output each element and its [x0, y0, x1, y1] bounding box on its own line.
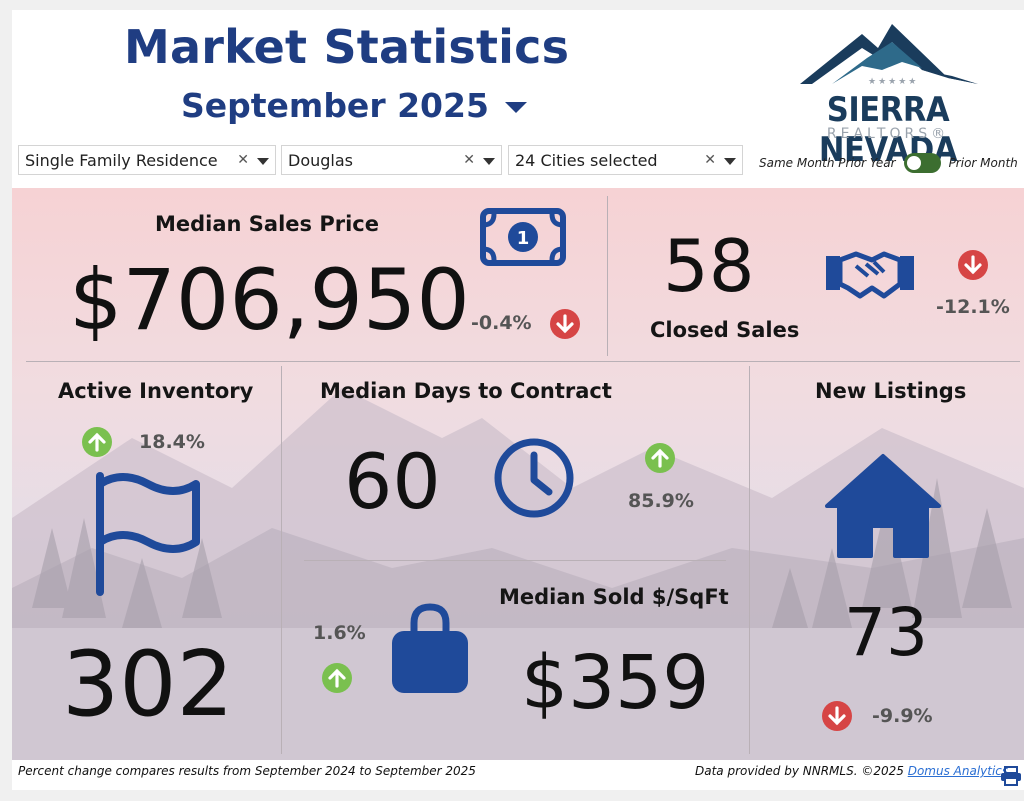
handshake-icon: [826, 251, 914, 299]
arrow-up-icon: [82, 427, 112, 457]
stats-panel: Median Sales Price $706,950 1 -0.4% 58 C…: [12, 188, 1024, 760]
clock-icon: [494, 438, 574, 518]
footer-note: Percent change compares results from Sep…: [18, 764, 476, 778]
new-listings-label: New Listings: [815, 379, 967, 403]
closed-sales-value: 58: [663, 224, 755, 308]
county-filter[interactable]: Douglas ✕: [281, 145, 502, 175]
median-sales-price-change: -0.4%: [471, 312, 532, 334]
median-days-to-contract-change: 85.9%: [628, 490, 694, 512]
money-icon: 1: [480, 208, 566, 266]
mountain-logo-icon: ★★★★★: [800, 24, 978, 87]
domus-analytics-link[interactable]: Domus Analytics: [907, 764, 1009, 778]
active-inventory-label: Active Inventory: [58, 379, 254, 403]
arrow-down-icon: [958, 250, 988, 280]
footer-credit-text: Data provided by NNRMLS. ©2025: [695, 764, 904, 778]
divider: [749, 366, 750, 754]
shopping-bag-icon: [392, 603, 468, 693]
flag-icon: [96, 472, 200, 596]
median-sold-sqft-label: Median Sold $/SqFt: [499, 585, 729, 609]
median-days-to-contract-label: Median Days to Contract: [320, 379, 612, 403]
clear-icon[interactable]: ✕: [237, 152, 249, 168]
median-sold-sqft-value: $359: [521, 640, 710, 726]
dropdown-icon[interactable]: [257, 158, 269, 165]
median-days-to-contract-value: 60: [344, 437, 441, 526]
comparison-toggle-group: Same Month Prior Year Prior Month: [759, 153, 1018, 173]
svg-text:1: 1: [517, 228, 530, 249]
new-listings-change: -9.9%: [872, 705, 933, 727]
property-type-value: Single Family Residence: [25, 150, 218, 170]
median-sales-price-label: Median Sales Price: [155, 212, 379, 236]
print-icon[interactable]: [1000, 766, 1022, 786]
dropdown-icon[interactable]: [483, 158, 495, 165]
svg-text:★★★★★: ★★★★★: [868, 77, 918, 87]
closed-sales-label: Closed Sales: [650, 318, 800, 342]
divider: [26, 361, 1020, 362]
page-title: Market Statistics: [124, 20, 570, 74]
toggle-left-label: Same Month Prior Year: [759, 156, 896, 170]
active-inventory-change: 18.4%: [139, 431, 205, 453]
median-sales-price-value: $706,950: [69, 251, 470, 349]
active-inventory-value: 302: [62, 632, 234, 737]
arrow-up-icon: [645, 443, 675, 473]
company-logo: ★★★★★ SIERRA NEVADA REALTORS®: [772, 18, 1004, 170]
new-listings-value: 73: [844, 594, 928, 671]
median-sold-sqft-change: 1.6%: [313, 622, 366, 644]
logo-sub: REALTORS®: [826, 126, 950, 142]
toggle-right-label: Prior Month: [948, 156, 1018, 170]
mountain-background: [12, 388, 1024, 760]
cities-value: 24 Cities selected: [515, 150, 658, 170]
dropdown-icon[interactable]: [724, 158, 736, 165]
cities-filter[interactable]: 24 Cities selected ✕: [508, 145, 743, 175]
clear-icon[interactable]: ✕: [463, 152, 475, 168]
footer-credit: Data provided by NNRMLS. ©2025 Domus Ana…: [695, 764, 1008, 778]
divider: [281, 366, 282, 754]
divider: [607, 196, 608, 356]
arrow-down-icon: [822, 701, 852, 731]
property-type-filter[interactable]: Single Family Residence ✕: [18, 145, 276, 175]
month-label: September 2025: [181, 86, 489, 125]
closed-sales-change: -12.1%: [936, 296, 1010, 318]
county-value: Douglas: [288, 150, 353, 170]
chevron-down-icon: [504, 102, 527, 113]
divider: [304, 560, 726, 561]
arrow-down-icon: [550, 309, 580, 339]
clear-icon[interactable]: ✕: [704, 152, 716, 168]
arrow-up-icon: [322, 663, 352, 693]
toggle-knob: [906, 156, 921, 170]
house-icon: [825, 454, 941, 558]
comparison-toggle[interactable]: [903, 153, 941, 173]
month-selector[interactable]: September 2025: [181, 86, 527, 125]
